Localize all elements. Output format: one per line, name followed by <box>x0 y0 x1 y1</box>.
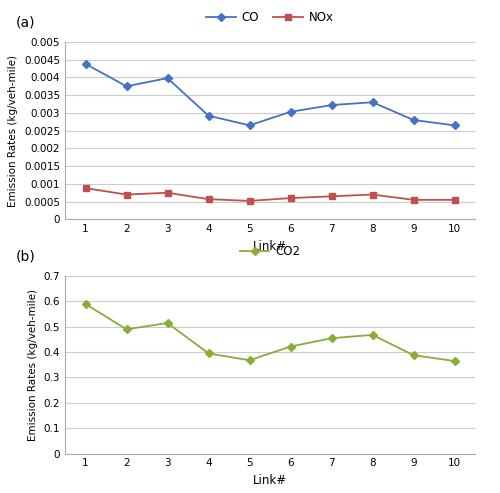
NOx <box>328 193 334 199</box>
Legend: CO2: CO2 <box>235 241 305 263</box>
NOx <box>370 192 376 198</box>
CO2 <box>206 351 212 356</box>
NOx <box>246 198 252 204</box>
X-axis label: Link#: Link# <box>253 474 287 487</box>
CO2 <box>452 358 458 364</box>
X-axis label: Link#: Link# <box>253 240 287 253</box>
NOx <box>288 195 294 201</box>
NOx <box>206 196 212 202</box>
CO2 <box>246 357 252 363</box>
CO <box>164 75 170 81</box>
CO <box>246 122 252 128</box>
Legend: CO, NOx: CO, NOx <box>202 6 338 29</box>
NOx <box>452 197 458 203</box>
CO2 <box>288 344 294 350</box>
CO2 <box>82 301 88 307</box>
CO <box>328 102 334 108</box>
NOx <box>164 190 170 196</box>
NOx <box>124 192 130 198</box>
CO2 <box>370 332 376 338</box>
CO <box>452 122 458 128</box>
CO <box>82 61 88 67</box>
Text: (a): (a) <box>16 15 36 29</box>
NOx <box>82 185 88 191</box>
Line: NOx: NOx <box>82 185 458 204</box>
Y-axis label: Emission Rates (kg/veh-mile): Emission Rates (kg/veh-mile) <box>8 55 18 207</box>
Y-axis label: Emission Rates (kg/veh-mile): Emission Rates (kg/veh-mile) <box>28 289 38 441</box>
CO <box>410 117 416 123</box>
CO2 <box>164 320 170 326</box>
Line: CO2: CO2 <box>82 301 458 364</box>
CO2 <box>410 352 416 358</box>
CO <box>288 109 294 115</box>
NOx <box>410 197 416 203</box>
Text: (b): (b) <box>16 249 36 263</box>
CO <box>370 99 376 105</box>
CO <box>124 83 130 89</box>
Line: CO: CO <box>82 61 458 128</box>
CO2 <box>328 335 334 341</box>
CO2 <box>124 326 130 332</box>
CO <box>206 113 212 119</box>
